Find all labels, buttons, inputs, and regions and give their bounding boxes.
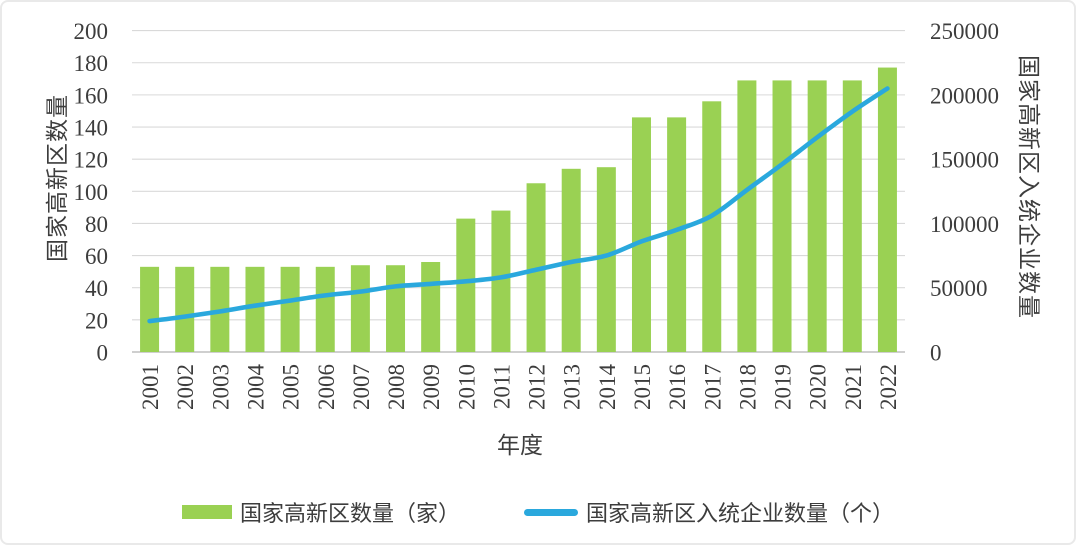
left-axis-tick-label: 100 [74,180,109,205]
x-axis-tick-label: 2005 [279,364,304,410]
x-axis-tick-label: 2018 [735,364,760,410]
bar-2009 [421,262,441,352]
right-axis-tick-label: 200000 [930,83,999,108]
x-axis-tick-label: 2010 [454,364,479,410]
left-axis-tick-label: 20 [85,308,108,333]
bar-2001 [140,266,160,352]
x-axis-tick-label: 2003 [208,364,233,410]
bar-2018 [737,80,757,353]
bar-2016 [667,117,687,353]
bar-2017 [702,101,722,352]
right-axis-tick-label: 50000 [930,276,988,301]
x-axis-title: 年度 [497,433,543,458]
bar-2007 [350,265,370,352]
legend-item-line-series: 国家高新区入统企业数量（个） [524,496,894,528]
legend-label-line-series: 国家高新区入统企业数量（个） [586,501,895,526]
x-axis-tick-label: 2007 [349,364,374,410]
bar-2020 [807,80,827,353]
bar-2019 [772,80,792,353]
left-axis-tick-label: 160 [74,83,109,108]
x-axis-tick-label: 2015 [630,364,655,410]
bar-2005 [280,266,300,352]
x-axis-tick-label: 2008 [384,364,409,410]
left-axis-tick-label: 40 [85,276,108,301]
x-axis-tick-label: 2004 [243,364,268,411]
x-axis-tick-label: 2002 [173,364,198,410]
bar-2014 [596,167,616,352]
x-axis-tick-label: 2020 [806,364,831,410]
x-axis-tick-label: 2022 [876,364,901,410]
bar-2021 [842,80,862,353]
line-series-path [147,86,890,324]
left-axis-tick-label: 200 [74,19,109,44]
x-axis-tick-label: 2013 [560,364,585,410]
right-axis-tick-label: 100000 [930,212,999,237]
bar-2008 [386,265,406,352]
bar-2010 [456,218,476,352]
legend-label-bar-series: 国家高新区数量（家） [239,501,460,526]
x-axis-tick-label: 2001 [138,364,163,410]
bar-2004 [245,266,265,352]
bar-2002 [175,266,195,352]
right-axis-tick-label: 150000 [930,148,999,173]
left-axis-title: 国家高新区数量 [45,94,70,262]
legend: 国家高新区数量（家） 国家高新区入统企业数量（个） [2,496,1074,528]
bar-series-swatch-icon [181,505,232,519]
x-axis-tick-label: 2009 [419,364,444,410]
x-axis-tick-label: 2016 [665,364,690,410]
x-axis-tick-label: 2017 [700,364,725,410]
x-axis-tick-label: 2011 [489,364,514,409]
x-axis-tick-label: 2006 [314,364,339,410]
legend-item-bar-series: 国家高新区数量（家） [181,496,460,528]
left-axis-tick-label: 80 [85,212,108,237]
left-axis-tick-label: 60 [85,244,108,269]
bar-2011 [491,210,511,352]
right-axis-tick-label: 250000 [930,19,999,44]
left-axis-tick-label: 140 [74,116,109,141]
bar-2006 [315,266,335,352]
right-axis-title: 国家高新区入统企业数量 [1016,55,1041,319]
left-axis-tick-label: 0 [97,341,109,366]
line-series-swatch-icon [524,508,578,516]
x-axis-tick-label: 2012 [525,364,550,410]
x-axis-tick-label: 2019 [771,364,796,410]
bar-2022 [877,67,897,352]
x-axis-tick-label: 2021 [841,364,866,410]
right-axis-tick-label: 0 [930,341,942,366]
left-axis-tick-label: 120 [74,148,109,173]
x-axis-tick-label: 2014 [595,364,620,411]
bar-2015 [631,117,651,353]
left-axis-tick-label: 180 [74,51,109,76]
